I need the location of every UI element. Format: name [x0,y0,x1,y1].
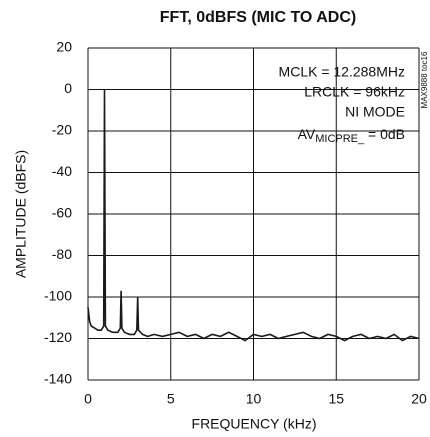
x-tick-label: 5 [167,391,175,407]
annotation-part: = 0dB [364,126,405,142]
data-line [87,89,420,342]
x-tick-label: 20 [411,391,427,407]
x-tick-label: 15 [328,391,344,407]
annotation: LRCLK = 96kHz [304,84,405,100]
y-tick-label: -120 [44,329,72,345]
annotation: NI MODE [345,104,405,120]
annotation-subscript: MICPRE_ [315,133,365,145]
annotation: AVMICPRE_ = 0dB [298,126,405,145]
x-axis-label: FREQUENCY (kHz) [192,416,317,432]
x-tick-label: 0 [84,391,92,407]
y-tick-label: 20 [56,39,72,55]
y-tick-label: -100 [44,288,72,304]
side-note: MAX9888 toc16 [420,51,429,108]
chart-title: FFT, 0dBFS (MIC TO ADC) [160,9,356,26]
x-tick-label: 10 [246,391,262,407]
annotation-part: AV [298,126,316,142]
y-tick-label: -140 [44,371,72,387]
annotation: MCLK = 12.288MHz [279,64,405,80]
y-tick-label: 0 [64,80,72,96]
y-tick-label: -40 [52,163,72,179]
y-tick-label: -20 [52,122,72,138]
y-tick-label: -60 [52,205,72,221]
y-axis-label: AMPLITUDE (dBFS) [13,150,29,278]
y-tick-label: -80 [52,246,72,262]
